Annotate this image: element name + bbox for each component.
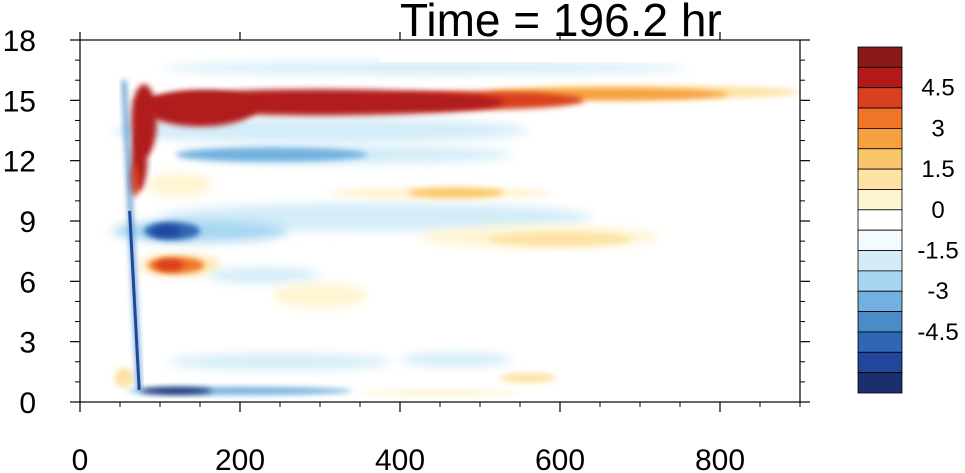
colorbar-swatch [857, 331, 903, 353]
x-tick-label: 0 [72, 444, 89, 473]
positive-streak-0 [360, 389, 520, 396]
negative-patch-lower [400, 352, 512, 367]
negative-streak-0-core [140, 387, 212, 395]
colorbar-label: 4.5 [921, 75, 954, 102]
y-tick-label: 9 [19, 206, 36, 239]
x-tick-label: 200 [215, 444, 265, 473]
x-tick-label: 600 [535, 444, 585, 473]
positive-patch-5 [272, 283, 368, 308]
colorbar-swatch [857, 372, 903, 394]
positive-patch-11 [148, 172, 212, 197]
x-axis: 0 200 400 600 800 [72, 32, 801, 473]
weak-negative-top [160, 62, 688, 75]
colorbar-swatch [857, 290, 903, 312]
colorbar-swatch [857, 311, 903, 333]
upper-band-head [144, 90, 256, 127]
colorbar-label: -1.5 [917, 238, 958, 265]
y-tick-label: 6 [19, 266, 36, 299]
colorbar-swatch [857, 229, 903, 251]
positive-blob-7-core [155, 259, 185, 272]
x-tick-label: 800 [695, 444, 745, 473]
colorbar-swatch [857, 128, 903, 150]
colorbar: 4.5 3 1.5 0 -1.5 -3 -4.5 [857, 46, 959, 394]
weak-positive-band-core [488, 232, 632, 247]
colorbar-label: -4.5 [917, 319, 958, 346]
colorbar-label: 1.5 [921, 156, 954, 183]
negative-patch-6 [208, 267, 320, 284]
colorbar-swatch [857, 107, 903, 129]
contour-field [112, 62, 800, 396]
colorbar-swatch [857, 270, 903, 292]
negative-blob-8-core [152, 225, 181, 238]
y-axis: 0 3 6 9 12 15 18 [3, 25, 810, 420]
y-tick-label: 18 [3, 25, 36, 58]
colorbar-swatch [857, 209, 903, 231]
weak-negative-band [160, 202, 592, 232]
colorbar-label: -3 [927, 278, 948, 305]
negative-band-12-core [176, 147, 368, 162]
colorbar-label: 3 [931, 115, 944, 142]
colorbar-swatch [857, 168, 903, 190]
colorbar-swatch [857, 250, 903, 272]
colorbar-swatch [857, 148, 903, 170]
colorbar-label: 0 [931, 197, 944, 224]
weak-negative-low [168, 353, 392, 370]
colorbar-swatch [857, 189, 903, 211]
title-mask [380, 40, 805, 62]
colorbar-swatch [857, 46, 903, 68]
y-tick-label: 15 [3, 85, 36, 118]
positive-band-10-core [408, 187, 504, 198]
colorbar-swatch [857, 87, 903, 109]
x-tick-label: 400 [375, 444, 425, 473]
onset-line-core [128, 210, 141, 391]
onset-curve-3 [129, 164, 140, 197]
colorbar-swatch [857, 351, 903, 374]
y-tick-label: 0 [19, 387, 36, 420]
y-tick-label: 12 [3, 146, 36, 179]
chart-title: Time = 196.2 hr [400, 0, 722, 46]
y-tick-label: 3 [19, 327, 36, 360]
positive-patch-left [114, 367, 134, 388]
colorbar-swatch [857, 66, 903, 89]
positive-patch-1 [500, 372, 556, 383]
